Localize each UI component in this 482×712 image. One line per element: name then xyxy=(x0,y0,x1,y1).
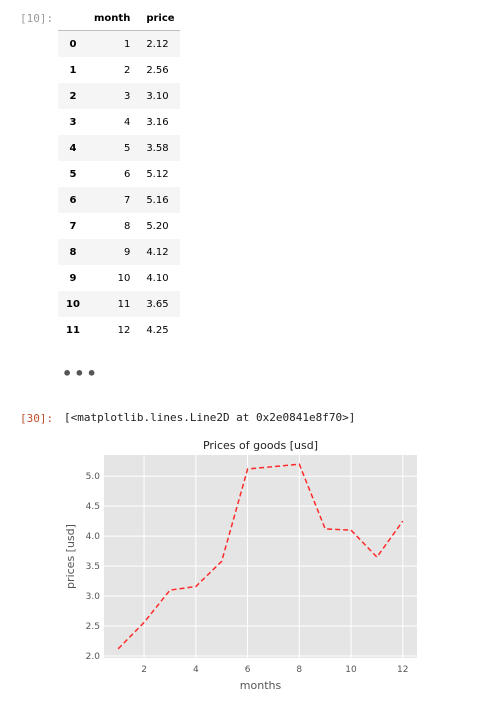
row-index: 9 xyxy=(69,272,77,284)
row-index: 5 xyxy=(69,168,77,180)
y-tick-label: 4.0 xyxy=(86,532,101,542)
cell-price: 4.12 xyxy=(146,246,169,258)
cell-month: 4 xyxy=(123,116,131,128)
cell-month: 1 xyxy=(123,38,131,50)
row-index: 4 xyxy=(69,142,77,154)
x-tick-label: 10 xyxy=(345,665,357,675)
table-row: 3 4 3.16 xyxy=(58,109,180,135)
cell-price: 5.16 xyxy=(146,194,169,206)
cell-month: 8 xyxy=(123,220,131,232)
output-prompt: [30]: xyxy=(20,412,54,425)
table-row: 8 9 4.12 xyxy=(58,239,181,265)
index-header xyxy=(58,6,94,31)
cell-month: 5 xyxy=(123,142,131,154)
cell-price: 3.16 xyxy=(146,116,169,128)
x-axis-label: months xyxy=(240,679,282,692)
y-tick-label: 2.0 xyxy=(86,652,101,662)
table-row: 10 11 3.65 xyxy=(58,291,181,317)
plot-area xyxy=(104,455,417,658)
table-row: 4 5 3.58 xyxy=(58,135,181,161)
cell-month: 6 xyxy=(123,168,131,180)
x-tick-label: 8 xyxy=(296,665,302,675)
chart-title: Prices of goods [usd] xyxy=(203,439,318,452)
x-tick-label: 4 xyxy=(193,665,199,675)
row-index: 10 xyxy=(66,298,80,310)
row-index: 8 xyxy=(69,246,77,258)
truncation-indicator[interactable]: ••• xyxy=(62,364,99,383)
cell-price: 2.12 xyxy=(146,38,169,50)
y-tick-label: 4.5 xyxy=(86,502,100,512)
table-row: 9 10 4.10 xyxy=(58,265,180,291)
x-tick-label: 6 xyxy=(245,665,251,675)
cell-price: 4.10 xyxy=(146,272,169,284)
table-row: 7 8 5.20 xyxy=(58,213,180,239)
row-index: 3 xyxy=(69,116,77,128)
table-row: 5 6 5.12 xyxy=(58,161,180,187)
column-header-month: month xyxy=(94,6,141,31)
table-body: 0 1 2.12 1 2 2.56 2 3 3.10 3 4 3.16 4 5 3.58 5 6 5.12 6 7 5.… xyxy=(58,30,181,344)
row-index: 2 xyxy=(69,90,77,102)
row-index: 7 xyxy=(69,220,77,232)
row-index: 0 xyxy=(69,38,77,50)
cell-price: 3.58 xyxy=(146,142,169,154)
y-tick-label: 2.5 xyxy=(86,622,100,632)
output-repr: [<matplotlib.lines.Line2D at 0x2e0841e8f… xyxy=(64,411,356,424)
cell-price: 2.56 xyxy=(146,64,169,76)
table-row: 6 7 5.16 xyxy=(58,187,181,213)
row-index: 6 xyxy=(69,194,77,206)
y-tick-label: 5.0 xyxy=(86,472,101,482)
grid-lines xyxy=(104,455,417,658)
cell-month: 10 xyxy=(117,272,131,284)
dataframe-table: month price 0 1 2.12 1 2 2.56 2 3 3.10 3 4 3.16 4 5 3.… xyxy=(58,6,181,344)
cell-price: 3.65 xyxy=(146,298,169,310)
axis-ticks: 2 4 6 8 10 12 2.0 2.5 3.0 3.5 4.0 4.5 5.0 xyxy=(86,472,409,675)
series-line xyxy=(117,463,404,650)
x-tick-label: 12 xyxy=(397,665,408,675)
cell-month: 3 xyxy=(123,90,131,102)
cell-month: 11 xyxy=(117,298,131,310)
cell-month: 9 xyxy=(123,246,131,258)
y-tick-label: 3.5 xyxy=(86,562,100,572)
table-row: 11 12 4.25 xyxy=(58,317,180,343)
cell-month: 2 xyxy=(123,64,131,76)
y-axis-label: prices [usd] xyxy=(64,524,77,589)
input-prompt: [10]: xyxy=(20,12,54,25)
cell-price: 4.25 xyxy=(146,324,169,336)
table-row: 0 1 2.12 xyxy=(58,30,181,57)
row-index: 11 xyxy=(66,324,80,336)
table-row: 1 2 2.56 xyxy=(58,57,180,83)
cell-price: 5.20 xyxy=(146,220,169,232)
cell-price: 3.10 xyxy=(146,90,169,102)
table-header-row: month price xyxy=(58,6,181,31)
column-header-price: price xyxy=(140,6,181,31)
cell-month: 7 xyxy=(123,194,131,206)
cell-month: 12 xyxy=(117,324,131,336)
table-row: 2 3 3.10 xyxy=(58,83,181,109)
y-tick-label: 3.0 xyxy=(86,592,101,602)
x-tick-label: 2 xyxy=(141,665,147,675)
row-index: 1 xyxy=(69,64,77,76)
cell-price: 5.12 xyxy=(146,168,169,180)
